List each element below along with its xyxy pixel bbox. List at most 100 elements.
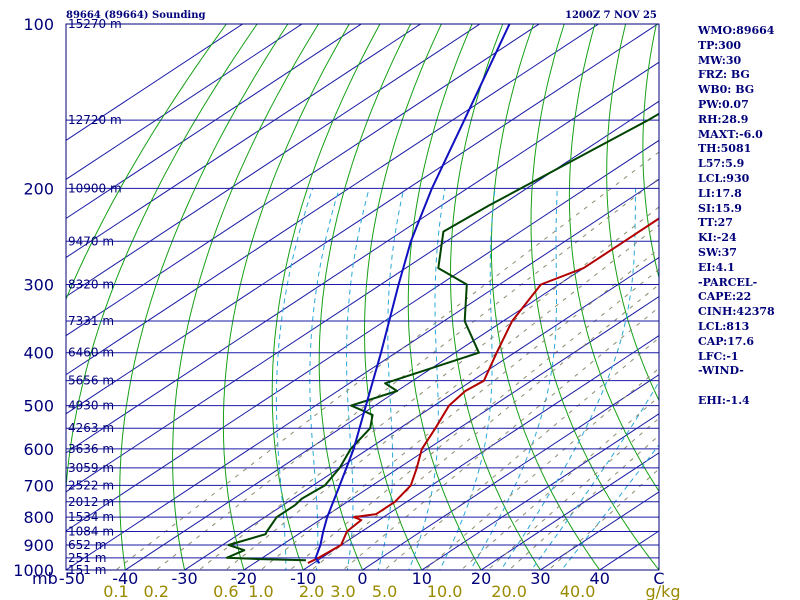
pressure-tick-label: 300	[23, 276, 54, 295]
isotherm-line	[124, 217, 659, 570]
pressure-tick-label: 400	[23, 344, 54, 363]
temperature-profile	[307, 217, 659, 564]
height-label: 251 m	[68, 551, 106, 565]
mixing-ratio-line	[460, 396, 659, 570]
temperature-tick-label: 30	[530, 569, 550, 588]
pressure-tick-label: 500	[23, 397, 54, 416]
dry-adiabat-line	[568, 24, 659, 493]
isotherm-line	[66, 24, 303, 181]
isotherm-line	[66, 24, 600, 376]
index-line: LI:17.8	[698, 186, 742, 200]
dry-adiabat-line	[66, 24, 258, 570]
moist-adiabat-line	[469, 188, 558, 570]
height-label: 7331 m	[68, 314, 114, 328]
index-line: LFC:-1	[698, 349, 739, 363]
moist-adiabat-line	[500, 188, 637, 570]
mixing-ratio-tick-label: 1.0	[248, 582, 273, 600]
mixing-ratio-line	[487, 417, 659, 570]
height-label: 2522 m	[68, 478, 114, 492]
index-line: LCL:930	[698, 171, 750, 185]
mixing-ratio-tick-label: 0.6	[213, 582, 238, 600]
pressure-tick-label: 200	[23, 179, 54, 198]
height-label: 12720 m	[68, 113, 122, 127]
pressure-tick-label: 900	[23, 536, 54, 555]
temperature-tick-label: 0	[357, 569, 367, 588]
index-line: L57:5.9	[698, 157, 745, 171]
height-label: 3636 m	[68, 442, 114, 456]
mixing-ratio-tick-label: 40.0	[560, 582, 596, 600]
plot-frame	[65, 23, 660, 571]
parcel-trace	[314, 24, 511, 564]
isotherm-line	[66, 24, 659, 415]
dry-adiabat-line	[450, 24, 542, 570]
mixing-ratio-line	[155, 177, 659, 570]
sounding-profiles	[225, 24, 659, 564]
mixing-ratio-tick-label: 0.1	[103, 582, 128, 600]
pressure-tick-label: 100	[23, 15, 54, 34]
height-label: 1084 m	[68, 524, 114, 538]
mixing-ratio-tick-label: 0.2	[143, 582, 168, 600]
isotherm-line	[302, 335, 659, 570]
height-label: 4930 m	[68, 399, 114, 413]
height-label: 2012 m	[68, 495, 114, 509]
mixing-ratio-line	[289, 268, 659, 570]
height-label: 15270 m	[68, 17, 122, 31]
height-label: 4263 m	[68, 421, 114, 435]
temperature-tick-label: -50	[59, 569, 85, 588]
pressure-tick-label: 600	[23, 440, 54, 459]
dry-adiabat-line	[606, 24, 659, 402]
moist-adiabat-line	[275, 188, 314, 570]
temperature-tick-label: 10	[412, 569, 432, 588]
index-line: FRZ: BG	[698, 68, 750, 82]
index-line: SW:37	[698, 245, 737, 259]
dewpoint-profile	[225, 112, 659, 562]
dry-adiabat-line	[490, 24, 601, 570]
index-line: RH:28.9	[698, 112, 749, 126]
mixing-ratio-tick-label: 10.0	[427, 582, 463, 600]
index-line: EHI:-1.4	[698, 393, 750, 407]
dry-adiabat-line	[530, 24, 659, 570]
pressure-tick-label: 1000	[13, 561, 54, 580]
mixing-ratio-tick-label: g/kg	[646, 582, 681, 600]
moist-adiabat-line	[408, 188, 446, 570]
temperature-tick-label: -10	[290, 569, 316, 588]
index-line: WMO:89664	[698, 24, 775, 37]
index-line: CAP:17.6	[698, 334, 755, 348]
height-label: 5656 m	[68, 374, 114, 388]
temperature-tick-label: -30	[172, 569, 198, 588]
index-line: CAPE:22	[698, 290, 752, 304]
mixing-ratio-tick-label: 20.0	[491, 582, 527, 600]
mixing-ratio-tick-label: 2.0	[299, 582, 324, 600]
index-line: MW:30	[698, 53, 742, 67]
isotherm-line	[66, 24, 481, 298]
height-label: 6460 m	[68, 346, 114, 360]
observation-time: 1200Z 7 NOV 25	[565, 10, 657, 21]
index-line: SI:15.9	[698, 201, 742, 215]
isotherm-line	[66, 61, 659, 454]
dry-adiabat-line	[407, 24, 482, 570]
height-label: 9470 m	[68, 234, 114, 248]
index-line: WB0: BG	[698, 83, 755, 97]
isotherm-line	[66, 24, 363, 220]
temperature-tick-label: 40	[590, 569, 610, 588]
temperature-tick-label: -20	[231, 569, 257, 588]
height-label: 3059 m	[68, 461, 114, 475]
isotherm-line	[480, 452, 659, 570]
isotherm-line	[361, 374, 659, 570]
moist-adiabat-line	[309, 188, 340, 570]
index-line: -PARCEL-	[698, 275, 758, 289]
temperature-tick-label: -40	[112, 569, 138, 588]
isotherm-line	[66, 24, 244, 141]
dry-adiabat-line	[642, 24, 659, 280]
diagram-background-lines	[66, 24, 659, 570]
height-label: 10900 m	[68, 181, 122, 195]
axis-labels: 15270 m 12720 m 10900 m 9470 m 8320 m 7331 m 6…	[13, 15, 680, 600]
height-label: 652 m	[68, 538, 106, 552]
index-line: KI:-24	[698, 231, 737, 245]
isotherm-line	[66, 24, 541, 337]
mixing-ratio-tick-label: 3.0	[330, 582, 355, 600]
index-line: CINH:42378	[698, 305, 775, 319]
isotherm-line	[66, 139, 659, 532]
index-line: -WIND-	[698, 364, 744, 378]
